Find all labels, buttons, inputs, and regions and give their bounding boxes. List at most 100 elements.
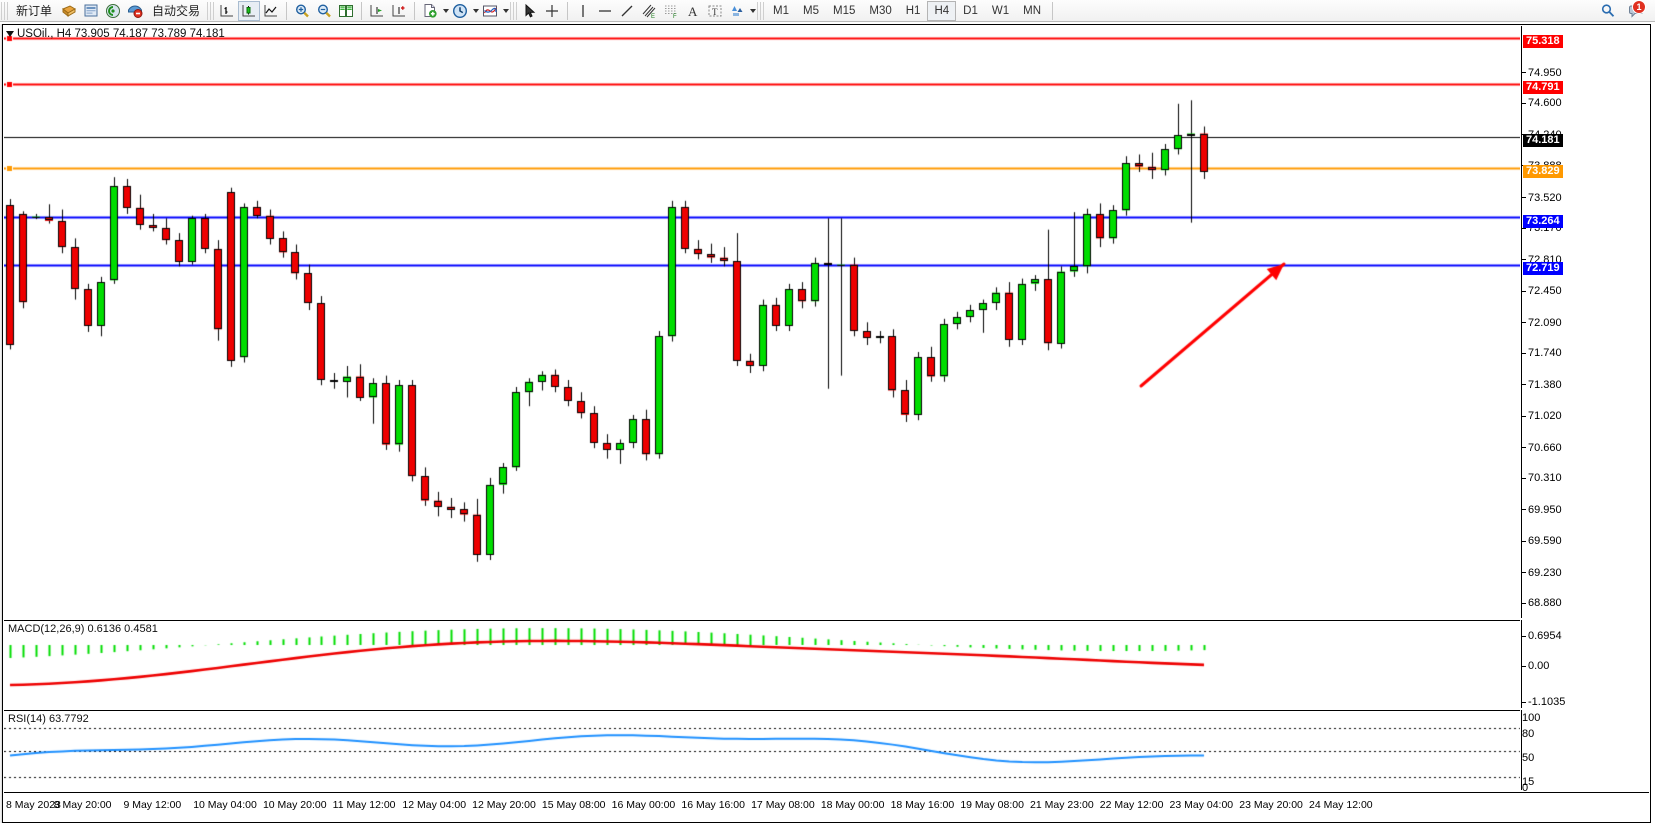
tile-windows-icon[interactable] <box>335 1 357 21</box>
rsi-axis-tick: 50 <box>1522 752 1535 764</box>
cursor-icon[interactable] <box>519 1 541 21</box>
new-object-icon[interactable] <box>419 1 441 21</box>
rsi-canvas[interactable] <box>4 711 1520 790</box>
time-axis-tick: 22 May 12:00 <box>1099 799 1164 811</box>
macd-axis-tick: -1.1035 <box>1522 696 1565 708</box>
vertical-line-icon[interactable] <box>572 1 594 21</box>
notification-badge: 1 <box>1632 0 1646 14</box>
price-tag-last-price-line[interactable]: 74.181 <box>1523 134 1563 148</box>
rsi-panel[interactable]: RSI(14) 63.7792 <box>4 710 1520 790</box>
macd-header: MACD(12,26,9) 0.6136 0.4581 <box>8 623 158 635</box>
chart-collapse-icon[interactable] <box>6 31 14 37</box>
trend-line-icon[interactable] <box>616 1 638 21</box>
chart-window: USOil., H4 73.905 74.187 73.789 74.181 M… <box>0 22 1655 827</box>
timeframe-w1[interactable]: W1 <box>991 4 1010 17</box>
price-axis-tick: 70.310 <box>1522 472 1562 484</box>
bar-chart-icon[interactable] <box>216 1 238 21</box>
time-axis-tick: 12 May 04:00 <box>402 799 467 811</box>
timeframe-h1[interactable]: H1 <box>905 4 921 17</box>
price-axis-tick: 72.450 <box>1522 285 1562 297</box>
time-axis-tick: 9 May 12:00 <box>123 799 182 811</box>
toolbar-separator-2 <box>361 1 363 20</box>
horizontal-line-icon[interactable] <box>594 1 616 21</box>
chart-header-text: USOil., H4 73.905 74.187 73.789 74.181 <box>17 28 225 40</box>
price-tag-support-line[interactable]: 72.719 <box>1523 262 1563 276</box>
toolbar-grip[interactable] <box>1 1 8 20</box>
new-object-dropdown-caret[interactable] <box>443 8 450 13</box>
timeframe-m30[interactable]: M30 <box>869 4 892 17</box>
svg-text:F: F <box>673 14 677 19</box>
text-box-icon[interactable]: T <box>704 1 726 21</box>
price-tag-resistance-line[interactable]: 75.318 <box>1523 35 1563 49</box>
price-tag-pivot-line[interactable]: 73.829 <box>1523 165 1563 179</box>
time-axis-tick: 24 May 12:00 <box>1309 799 1373 811</box>
timeframe-m15[interactable]: M15 <box>833 4 856 17</box>
price-chart-panel[interactable] <box>4 26 1520 616</box>
timeframe-d1[interactable]: D1 <box>963 4 978 17</box>
timeframe-m5[interactable]: M5 <box>803 4 819 17</box>
price-axis-tick: 71.740 <box>1522 347 1562 359</box>
price-axis-tick: 73.520 <box>1522 192 1562 204</box>
new-order-button[interactable]: 新订单 <box>16 4 53 18</box>
price-tag-resistance-line[interactable]: 74.791 <box>1523 81 1563 95</box>
price-axis[interactable]: 74.95074.60074.24073.88873.52073.17072.8… <box>1521 26 1651 618</box>
toolbar-grip-2[interactable] <box>207 1 215 20</box>
chart-symbol-header: USOil., H4 73.905 74.187 73.789 74.181 <box>6 28 225 40</box>
macd-panel[interactable]: MACD(12,26,9) 0.6136 0.4581 <box>4 620 1520 708</box>
price-canvas[interactable] <box>4 26 1520 616</box>
time-axis-tick: 23 May 20:00 <box>1239 799 1303 811</box>
expert-advisor-icon[interactable] <box>124 1 146 21</box>
toolbar-grip-3[interactable] <box>510 1 518 20</box>
time-axis-tick: 8 May 2023 <box>6 799 61 811</box>
chart-shift-icon[interactable] <box>366 1 388 21</box>
time-axis-tick: 8 May 20:00 <box>53 799 112 811</box>
period-separator-icon[interactable] <box>449 1 471 21</box>
price-axis-tick: 72.090 <box>1522 317 1562 329</box>
macd-axis-tick: 0.6954 <box>1522 630 1562 642</box>
time-axis-tick: 18 May 00:00 <box>820 799 885 811</box>
candlestick-chart-icon[interactable] <box>238 0 261 21</box>
indicators-icon[interactable] <box>479 1 501 21</box>
notification-icon[interactable]: 1 <box>1625 0 1649 21</box>
main-toolbar: 新订单 自动交易 <box>0 0 1655 22</box>
zoom-in-icon[interactable] <box>291 1 313 21</box>
time-axis-tick: 12 May 20:00 <box>472 799 536 811</box>
shapes-dropdown-caret[interactable] <box>750 8 757 13</box>
price-axis-tick: 71.380 <box>1522 379 1562 391</box>
rsi-axis-tick: 100 <box>1522 712 1541 724</box>
time-axis-tick: 10 May 20:00 <box>262 799 327 811</box>
price-tag-support-line[interactable]: 73.264 <box>1523 214 1563 228</box>
svg-text:A: A <box>688 4 698 19</box>
time-axis-tick: 21 May 23:00 <box>1030 799 1094 811</box>
period-dropdown-caret[interactable] <box>473 8 480 13</box>
timeframe-mn[interactable]: MN <box>1023 4 1041 17</box>
auto-trading-button[interactable]: 自动交易 <box>152 4 201 18</box>
shapes-icon[interactable] <box>726 1 748 21</box>
equidistant-channel-icon[interactable]: E <box>638 1 660 21</box>
macd-canvas[interactable] <box>4 621 1520 708</box>
text-label-icon[interactable]: A <box>682 1 704 21</box>
price-axis-tick: 69.950 <box>1522 504 1562 516</box>
auto-scroll-icon[interactable] <box>388 1 410 21</box>
terminal-icon[interactable] <box>80 1 102 21</box>
rsi-axis-tick: 0 <box>1522 782 1529 794</box>
rsi-axis: 100 80 50 15 0 <box>1521 710 1651 794</box>
price-axis-tick: 74.950 <box>1522 67 1562 79</box>
time-axis-tick: 10 May 04:00 <box>193 799 257 811</box>
indicators-dropdown-caret[interactable] <box>503 8 510 13</box>
briefcase-icon[interactable] <box>58 1 80 21</box>
time-axis[interactable]: 8 May 2023 8 May 20:00 9 May 12:00 10 May 0… <box>4 792 1649 822</box>
zoom-out-icon[interactable] <box>313 1 335 21</box>
timeframe-h4[interactable]: H4 <box>927 0 957 21</box>
timeframe-m1[interactable]: M1 <box>773 4 790 17</box>
rsi-axis-tick: 15 <box>1522 776 1535 788</box>
line-chart-icon[interactable] <box>260 1 282 21</box>
search-icon[interactable] <box>1597 1 1619 21</box>
signal-icon[interactable] <box>102 1 124 21</box>
svg-text:E: E <box>651 14 655 19</box>
toolbar-grip-4[interactable] <box>757 1 765 20</box>
fibonacci-icon[interactable]: F <box>660 1 682 21</box>
crosshair-icon[interactable] <box>541 1 563 21</box>
price-axis-tick: 69.230 <box>1522 567 1562 579</box>
time-axis-tick: 18 May 16:00 <box>890 799 955 811</box>
